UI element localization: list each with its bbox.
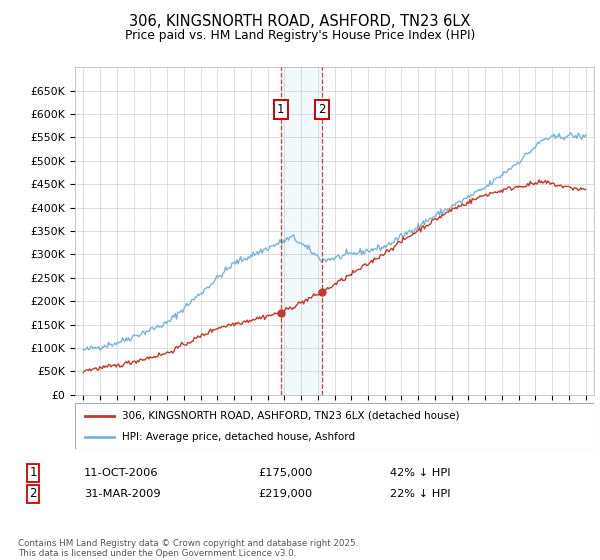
Text: 2: 2 bbox=[318, 103, 326, 116]
Text: 22% ↓ HPI: 22% ↓ HPI bbox=[390, 489, 451, 499]
Text: 11-OCT-2006: 11-OCT-2006 bbox=[84, 468, 158, 478]
Text: 42% ↓ HPI: 42% ↓ HPI bbox=[390, 468, 451, 478]
Text: 306, KINGSNORTH ROAD, ASHFORD, TN23 6LX: 306, KINGSNORTH ROAD, ASHFORD, TN23 6LX bbox=[130, 14, 470, 29]
Text: Price paid vs. HM Land Registry's House Price Index (HPI): Price paid vs. HM Land Registry's House … bbox=[125, 29, 475, 42]
Bar bbox=[281, 67, 322, 395]
Text: 2: 2 bbox=[29, 487, 37, 501]
Text: £219,000: £219,000 bbox=[258, 489, 312, 499]
FancyBboxPatch shape bbox=[75, 403, 594, 449]
Text: HPI: Average price, detached house, Ashford: HPI: Average price, detached house, Ashf… bbox=[122, 432, 355, 442]
Text: 1: 1 bbox=[277, 103, 284, 116]
Text: £175,000: £175,000 bbox=[258, 468, 313, 478]
Text: 306, KINGSNORTH ROAD, ASHFORD, TN23 6LX (detached house): 306, KINGSNORTH ROAD, ASHFORD, TN23 6LX … bbox=[122, 410, 459, 421]
Text: Contains HM Land Registry data © Crown copyright and database right 2025.
This d: Contains HM Land Registry data © Crown c… bbox=[18, 539, 358, 558]
Text: 31-MAR-2009: 31-MAR-2009 bbox=[84, 489, 161, 499]
Text: 1: 1 bbox=[29, 466, 37, 479]
